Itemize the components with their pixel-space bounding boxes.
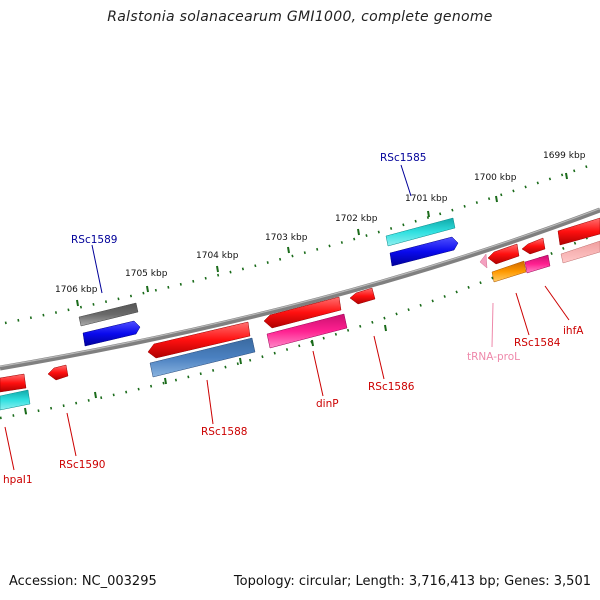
feature-rsc1589-cds[interactable] (82, 320, 141, 347)
gene-label-dinp[interactable]: dinP (316, 398, 339, 410)
tick-label-1701: 1701 kbp (405, 194, 448, 204)
feature-rsc1584-cds[interactable] (491, 260, 527, 283)
gene-label-rsc1584[interactable]: RSc1584 (514, 337, 561, 349)
tick-label-1700: 1700 kbp (474, 173, 517, 183)
gene-label-hpai1[interactable]: hpaI1 (3, 474, 33, 486)
gene-label-rsc1589[interactable]: RSc1589 (71, 234, 117, 246)
feature-rsc1584-gene-a[interactable] (487, 243, 520, 265)
feature-rsc1590-gene[interactable] (47, 364, 69, 381)
feature-right-edge-gene-2[interactable] (560, 240, 600, 264)
gene-label-rsc1590[interactable]: RSc1590 (59, 459, 105, 471)
feature-rsc1589-gene[interactable] (78, 302, 139, 327)
gene-label-rsc1586[interactable]: RSc1586 (368, 381, 415, 393)
feature-trna-prol[interactable] (479, 253, 488, 269)
feature-rsc1586-gene[interactable] (349, 287, 376, 305)
topology-text: Topology: circular; Length: 3,716,413 bp… (233, 574, 591, 589)
feature-rsc1588-cds[interactable] (149, 337, 256, 378)
feature-hpai1-gene[interactable] (0, 373, 27, 393)
feature-ihfa-cds[interactable] (524, 254, 551, 274)
callout-lines (4, 164, 570, 471)
map-title: Ralstonia solanacearum GMI1000, complete… (107, 9, 493, 25)
feature-rsc1584-gene-b[interactable] (521, 237, 546, 255)
accession-text: Accession: NC_003295 (9, 574, 157, 589)
gene-label-trna-prol[interactable]: tRNA-proL (467, 351, 520, 363)
feature-rsc1588-gene[interactable] (147, 321, 251, 359)
tick-label-1704: 1704 kbp (196, 251, 239, 261)
tick-label-1703: 1703 kbp (265, 233, 308, 243)
inner-tick-track (0, 230, 600, 420)
gene-label-ihfa[interactable]: ihfA (563, 325, 584, 337)
feature-right-edge-gene[interactable] (557, 217, 600, 246)
feature-hpai1-cds[interactable] (0, 389, 31, 411)
tick-label-1705: 1705 kbp (125, 269, 168, 279)
tick-label-1699: 1699 kbp (543, 151, 586, 161)
feature-rsc1585-cds[interactable] (389, 236, 459, 267)
gene-label-rsc1588[interactable]: RSc1588 (201, 426, 247, 438)
major-tick-marks (24, 172, 568, 415)
feature-dinp-gene[interactable] (263, 296, 342, 329)
outer-tick-track (4, 161, 598, 325)
tick-label-1702: 1702 kbp (335, 214, 378, 224)
tick-label-1706: 1706 kbp (55, 285, 98, 295)
feature-rsc1585-gene[interactable] (385, 217, 456, 247)
genome-backbone (0, 207, 600, 371)
genome-backbone-highlight (0, 207, 600, 368)
gene-label-rsc1585[interactable]: RSc1585 (380, 152, 426, 164)
feature-dinp-cds[interactable] (266, 313, 348, 349)
